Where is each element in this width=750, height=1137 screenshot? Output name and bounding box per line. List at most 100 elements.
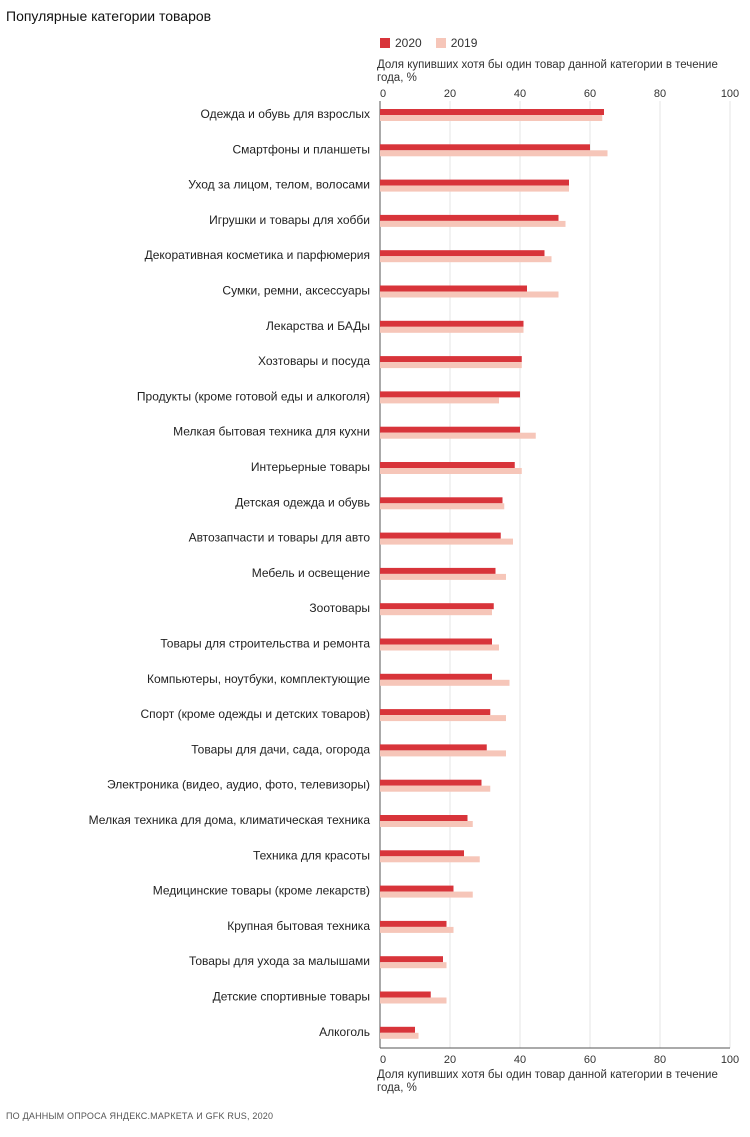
bar-2020: [380, 497, 503, 504]
x-axis-label-top: Доля купивших хотя бы один товар данной …: [377, 59, 718, 84]
bar-2020: [380, 744, 487, 751]
legend-item-2020[interactable]: 2020: [380, 36, 422, 50]
bar-2019: [380, 644, 499, 651]
legend-label-2020: 2020: [395, 36, 422, 50]
category-label: Продукты (кроме готовой еды и алкоголя): [137, 389, 370, 403]
category-label: Зоотовары: [309, 601, 370, 615]
bar-2019: [380, 573, 506, 580]
category-label: Крупная бытовая техника: [227, 919, 370, 933]
bar-2020: [380, 603, 494, 610]
x-tick-top-100: 100: [721, 88, 739, 100]
category-label: Товары для ухода за малышами: [189, 954, 370, 968]
category-label: Смартфоны и планшеты: [233, 142, 371, 156]
bar-2019: [380, 397, 499, 404]
legend-swatch-2019: [435, 38, 446, 48]
legend-item-2019[interactable]: 2019: [435, 36, 478, 50]
bar-2020: [380, 709, 491, 716]
category-label: Автозапчасти и товары для авто: [189, 531, 371, 545]
bar-2020: [380, 1026, 415, 1033]
category-label: Лекарства и БАДы: [266, 319, 370, 333]
x-axis-label-bottom: Доля купивших хотя бы один товар данной …: [377, 1069, 718, 1094]
bar-2020: [380, 426, 520, 433]
source-note: ПО ДАННЫМ ОПРОСА ЯНДЕКС.МАРКЕТА И GFK RU…: [6, 1111, 274, 1121]
category-label: Интерьерные товары: [251, 460, 370, 474]
bar-2019: [380, 750, 506, 757]
bar-2019: [380, 150, 608, 157]
bar-2019: [380, 362, 522, 369]
bar-2020: [380, 956, 443, 963]
category-label: Техника для красоты: [253, 848, 370, 862]
bar-2019: [380, 185, 569, 192]
x-tick-bottom-60: 60: [584, 1054, 596, 1066]
bar-2020: [380, 885, 454, 892]
bar-2020: [380, 285, 527, 292]
bar-2019: [380, 962, 447, 969]
x-tick-top-40: 40: [514, 88, 526, 100]
bar-2020: [380, 250, 545, 257]
page-title: Популярные категории товаров: [6, 8, 212, 24]
x-tick-bottom-20: 20: [444, 1054, 456, 1066]
category-label: Уход за лицом, телом, волосами: [188, 178, 370, 192]
bar-2019: [380, 503, 505, 510]
x-tick-top-80: 80: [654, 88, 666, 100]
x-tick-bottom-40: 40: [514, 1054, 526, 1066]
bar-2019: [380, 856, 480, 863]
bar-2019: [380, 997, 447, 1004]
bar-2020: [380, 850, 464, 857]
bar-2019: [380, 679, 510, 686]
bar-2019: [380, 326, 524, 333]
category-label: Товары для дачи, сада, огорода: [191, 742, 370, 756]
category-label: Игрушки и товары для хобби: [209, 213, 370, 227]
bar-2020: [380, 567, 496, 574]
legend-swatch-2020: [380, 38, 390, 48]
x-tick-top-20: 20: [444, 88, 456, 100]
category-label: Детская одежда и обувь: [235, 495, 370, 509]
bar-2020: [380, 144, 590, 151]
bar-2020: [380, 179, 569, 186]
bar-2020: [380, 214, 559, 221]
bar-2019: [380, 256, 552, 263]
bar-2019: [380, 785, 491, 792]
x-tick-bottom-100: 100: [721, 1054, 739, 1066]
category-label: Медицинские товары (кроме лекарств): [153, 884, 370, 898]
bar-2019: [380, 220, 566, 227]
bar-2019: [380, 432, 536, 439]
bar-2020: [380, 462, 515, 468]
bar-2020: [380, 920, 447, 927]
category-label: Мелкая техника для дома, климатическая т…: [89, 813, 371, 827]
bar-2019: [380, 891, 473, 898]
legend-label-2019: 2019: [450, 36, 478, 50]
bar-2019: [380, 821, 473, 827]
category-label: Мебель и освещение: [252, 566, 371, 580]
x-tick-top-60: 60: [584, 88, 596, 100]
category-label: Спорт (кроме одежды и детских товаров): [141, 707, 371, 721]
legend: 2020 2019: [380, 36, 477, 50]
bar-2019: [380, 609, 492, 616]
bar-2020: [380, 320, 524, 327]
bar-2020: [380, 391, 520, 398]
category-label: Декоративная косметика и парфюмерия: [145, 248, 370, 262]
bar-2020: [380, 638, 492, 645]
category-label: Хозтовары и посуда: [258, 354, 370, 368]
category-label: Электроника (видео, аудио, фото, телевиз…: [107, 778, 370, 792]
x-tick-bottom-0: 0: [380, 1054, 386, 1066]
bar-2019: [380, 926, 454, 933]
bar-2020: [380, 109, 604, 115]
category-label: Одежда и обувь для взрослых: [201, 107, 370, 121]
category-label: Детские спортивные товары: [213, 990, 370, 1004]
bar-2019: [380, 538, 513, 545]
bar-2020: [380, 673, 492, 680]
category-label: Мелкая бытовая техника для кухни: [173, 425, 370, 439]
bar-2019: [380, 291, 559, 298]
bar-2020: [380, 779, 482, 786]
x-tick-top-0: 0: [380, 88, 386, 100]
bar-2020: [380, 815, 468, 821]
bar-2019: [380, 715, 506, 722]
category-label: Сумки, ремни, аксессуары: [222, 284, 370, 298]
bar-2020: [380, 991, 431, 998]
bar-2019: [380, 468, 522, 474]
category-label: Компьютеры, ноутбуки, комплектующие: [147, 672, 370, 686]
bar-2020: [380, 532, 501, 539]
bar-2019: [380, 1032, 419, 1039]
